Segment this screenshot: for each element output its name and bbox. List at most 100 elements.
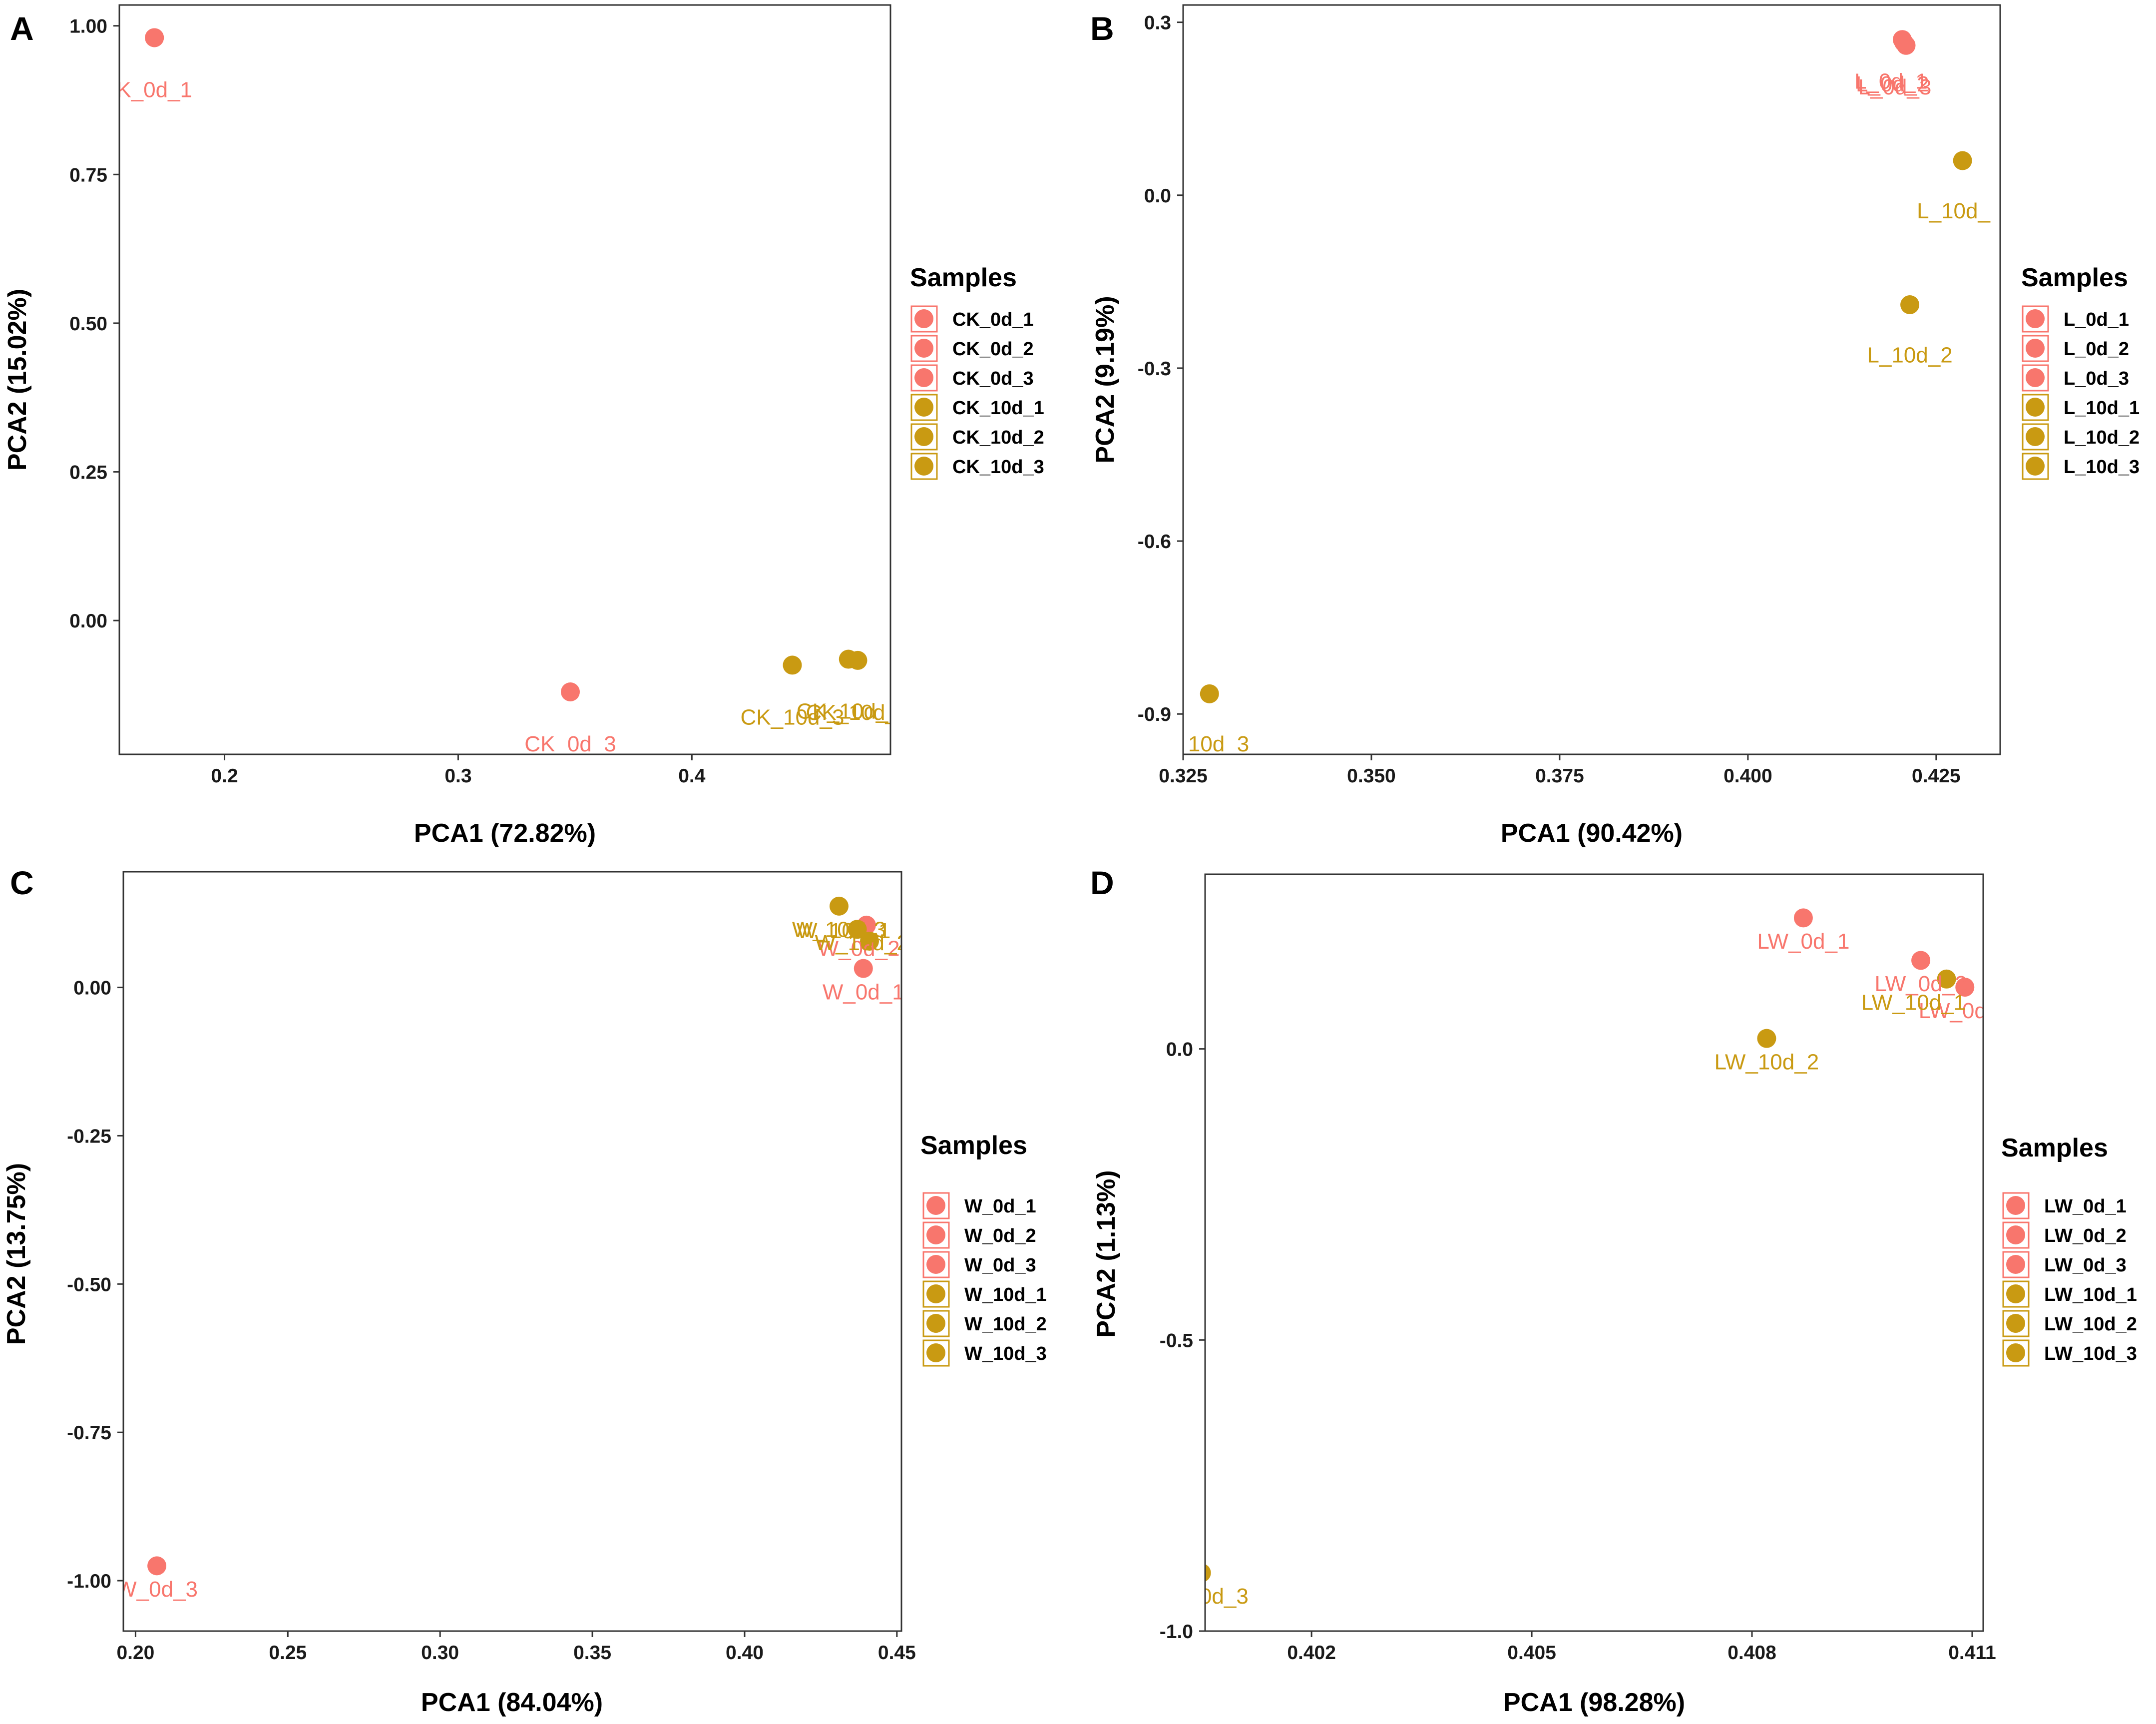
panel-a-plot-area: K_0d_1 CK_0d_3 CK_10d_1CK_10d_2CK_10d_3 [119,28,900,754]
panel-d-legend: LW_0d_1 LW_0d_2 LW_0d_3 LW_10d_1 LW_10d_2 LW_… [2002,1192,2137,1367]
panel-d-frame [1204,873,1984,1632]
panel-a-point-ck-10d-3 [783,655,802,675]
panel-b-letter: B [1090,10,1114,47]
panel-b-y-tick-label: 0.0 [1144,185,1171,207]
panel-c-frame [122,871,902,1632]
panel-a-legend-marker [914,398,933,417]
panel-d-x-tick-label: 0.408 [1727,1642,1776,1664]
panel-d-x-tick-label: 0.405 [1507,1642,1556,1664]
panel-c-legend-marker [926,1225,945,1244]
panel-d-y-tick-label: 0.0 [1166,1039,1193,1061]
panel-b-point-l-0d-3 [1896,35,1916,55]
panel-a-point-ck-0d-2 [145,28,164,47]
panel-c-point-label: W_10d_2 [815,931,909,955]
panel-d-point-lw-10d-1 [1937,969,1956,989]
panel-b-x-tick-label: 0.425 [1912,765,1961,787]
panel-d-point-lw-0d-3 [1955,978,1975,997]
panel-a-legend-title: Samples [910,263,1017,292]
panel-d-legend-marker [2006,1284,2025,1303]
panel-a-legend-marker [914,368,933,387]
panel-d-legend-title: Samples [2001,1134,2108,1162]
panel-b-legend-label: L_0d_1 [2064,309,2129,330]
panel-d-letter: D [1090,864,1114,901]
panel-a-y-tick-label: 0.00 [69,610,107,632]
panel-c-y-tick-label: 0.00 [73,978,111,999]
panel-b-point-label: _10d_3 [1175,732,1249,756]
panel-b-y-axis-title: PCA2 (9.19%) [1091,296,1120,463]
panel-b-legend-marker [2026,368,2045,387]
panel-c-x-tick-label: 0.45 [878,1642,916,1664]
panel-a-legend-label: CK_0d_2 [952,339,1034,360]
panel-a-legend-marker [914,309,933,328]
panel-b-y-tick-label: -0.6 [1138,531,1171,553]
panel-c-point-label: W_10d_3 [792,918,886,942]
panel-c-legend-label: W_10d_1 [964,1284,1047,1305]
panel-c-x-tick-label: 0.40 [726,1642,764,1664]
panel-b-legend-label: L_10d_2 [2064,427,2140,448]
panel-d-point-lw-0d-1 [1793,908,1813,928]
panel-d-legend-marker [2006,1255,2025,1274]
panel-d-point-label: LW_0d_2 [1875,972,1967,996]
panel-b-y-tick-label: -0.3 [1138,358,1171,380]
panel-b-legend-label: L_10d_1 [2064,398,2140,419]
panel-b-frame [1182,4,2001,755]
panel-d-legend-marker [2006,1343,2025,1362]
panel-d-point-label: LW_0d_3 [1919,999,2011,1023]
panel-c-legend-marker [926,1255,945,1274]
panel-b-plot-area: L_0d_1L_0d_2L_0d_3 L_10d_ L_10d_2 _10d_3 [1175,30,1990,756]
panel-c-legend-marker [926,1284,945,1303]
panel-b-legend-marker [2026,398,2045,417]
panel-b-point-l-10d-1 [1953,151,1972,170]
panel-c-legend: W_0d_1 W_0d_2 W_0d_3 W_10d_1 W_10d_2 W_10d_3 [922,1192,1047,1367]
panel-b-legend-label: L_0d_3 [2064,368,2129,389]
panel-c-point-w-0d-3 [147,1556,167,1576]
panel-c-point-label: W_0d_1 [823,980,904,1004]
panel-a: A K_0d_1CK_0d_3CK_10d_1CK_10d_2CK_10d_3 … [3,4,1044,848]
panel-c-point-label: W_0d_3 [116,1577,198,1602]
panel-a-x-axis-title: PCA1 (72.82%) [414,819,596,848]
panel-a-x-tick-label: 0.3 [444,765,471,787]
panel-b: B L_0d_1L_0d_2L_0d_3L_10d_L_10d_2_10d_3 … [1090,4,2140,848]
panel-a-point-label: CK_10d_1 [797,699,900,724]
panel-c-x-tick-label: 0.35 [573,1642,611,1664]
panel-a-y-tick-label: 0.25 [69,462,107,484]
panel-c-legend-title: Samples [920,1131,1027,1160]
panel-b-legend-title: Samples [2021,263,2128,292]
panel-d-legend-marker [2006,1314,2025,1333]
panel-a-legend-label: CK_10d_3 [952,457,1044,478]
panel-d-x-tick-label: 0.402 [1287,1642,1336,1664]
panel-b-legend-marker [2026,457,2045,476]
panel-d-x-axis-title: PCA1 (98.28%) [1503,1688,1685,1717]
panel-d-point-label: LW_10d_2 [1715,1050,1819,1074]
panel-c-legend-marker [926,1343,945,1362]
panel-c-y-axis-title: PCA2 (13.75%) [2,1163,31,1345]
panel-b-y-tick-label: 0.3 [1144,12,1171,34]
panel-d-point-lw-10d-2 [1757,1029,1776,1048]
panel-a-x-tick-label: 0.2 [211,765,238,787]
panel-c-x-tick-label: 0.20 [116,1642,154,1664]
panel-b-point-label: L_0d_2 [1856,72,1929,96]
panel-a-point-ck-10d-2 [848,650,867,670]
panel-a-y-tick-label: 0.50 [69,313,107,335]
panel-b-legend-label: L_10d_3 [2064,457,2140,478]
panel-b-legend-label: L_0d_2 [2064,339,2129,360]
panel-d-point-label: W_10d_3 [1154,1584,1248,1609]
panel-a-point-ck-0d-3 [561,682,580,701]
panel-d-point-label: LW_10d_1 [1861,991,1966,1015]
panel-c-point-w-10d-3 [829,896,849,916]
panel-d-y-axis-title: PCA2 (1.13%) [1092,1170,1121,1337]
panel-b-x-tick-label: 0.400 [1724,765,1772,787]
panel-d-plot-area: LW_0d_1 LW_0d_2 LW_0d_3LW_10d_1 LW_10d_2 W_1… [1154,908,2011,1609]
panel-c-point-label: W_0d_2 [818,937,900,961]
panel-a-y-tick-label: 0.75 [69,164,107,186]
panel-c-point-label: W_10d_1 [797,919,890,943]
panel-b-point-label: L_0d_1 [1854,69,1928,93]
panel-d: D LW_0d_1LW_0d_2LW_0d_3LW_10d_1LW_10d_2W… [1090,864,2137,1717]
panel-d-x-tick-label: 0.411 [1948,1642,1996,1664]
panel-b-x-tick-label: 0.375 [1535,765,1584,787]
panel-c-x-axis-title: PCA1 (84.04%) [421,1688,603,1717]
panel-d-legend-label: LW_10d_1 [2044,1284,2137,1305]
panel-b-x-axis-title: PCA1 (90.42%) [1501,819,1683,848]
panel-b-point-label: L_10d_2 [1867,343,1952,367]
